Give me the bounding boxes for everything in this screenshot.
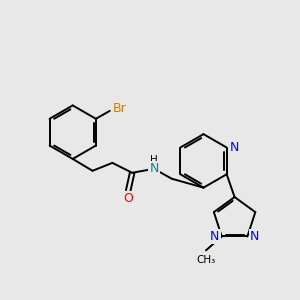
- Text: N: N: [210, 230, 220, 243]
- Text: CH₃: CH₃: [196, 255, 216, 265]
- Text: N: N: [250, 230, 259, 243]
- Text: H: H: [150, 155, 158, 165]
- Text: O: O: [123, 192, 133, 205]
- Text: N: N: [149, 162, 159, 175]
- Text: Br: Br: [113, 102, 127, 116]
- Text: N: N: [230, 141, 239, 154]
